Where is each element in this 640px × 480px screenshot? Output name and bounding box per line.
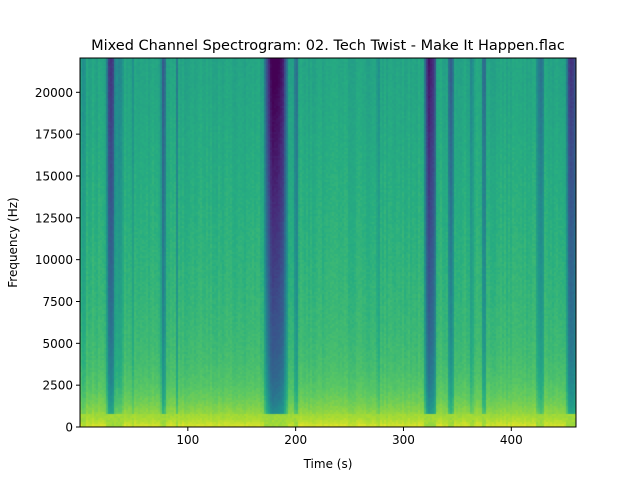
x-axis: 100 200 300 400 [176, 427, 523, 447]
plot-frame [79, 57, 577, 428]
x-tick-label: 200 [284, 433, 307, 447]
x-tick-label: 100 [176, 433, 199, 447]
y-axis-label: Frequency (Hz) [6, 197, 20, 288]
y-tick-label: 17500 [35, 128, 73, 142]
y-tick-label: 0 [65, 421, 73, 435]
y-tick-label: 10000 [35, 253, 73, 267]
y-tick-label: 2500 [42, 379, 73, 393]
chart-title: Mixed Channel Spectrogram: 02. Tech Twis… [91, 38, 565, 54]
y-tick-label: 20000 [35, 86, 73, 100]
spectrogram-heatmap [80, 58, 576, 427]
y-axis: 0 2500 5000 7500 10000 12500 15000 17500 20000 [35, 86, 80, 435]
spectrogram-image [80, 58, 576, 427]
y-tick-label: 12500 [35, 211, 73, 225]
y-tick-label: 5000 [42, 337, 73, 351]
x-tick-label: 400 [500, 433, 523, 447]
x-axis-label: Time (s) [303, 457, 353, 471]
y-tick-label: 15000 [35, 169, 73, 183]
y-tick-label: 7500 [42, 295, 73, 309]
x-tick-label: 300 [392, 433, 415, 447]
plot-area [79, 57, 577, 428]
